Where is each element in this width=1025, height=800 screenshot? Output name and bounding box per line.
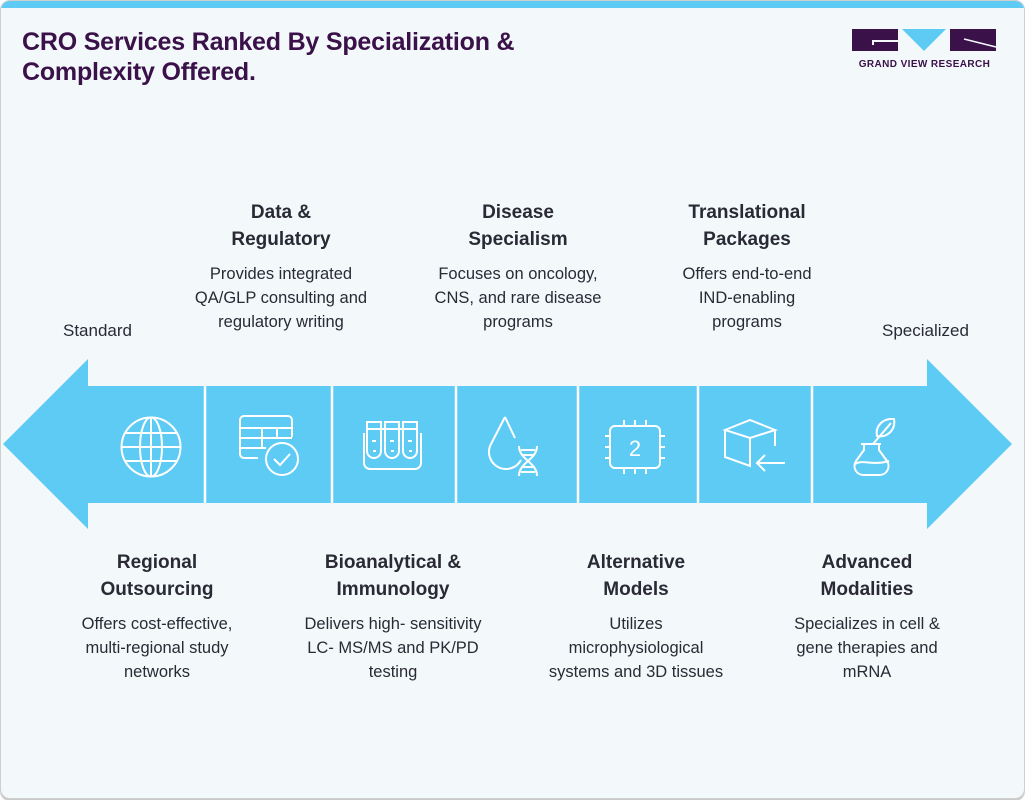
test-tubes-icon <box>363 421 422 470</box>
table-check-icon <box>239 415 299 476</box>
title-line-2: Complexity Offered. <box>22 58 256 86</box>
flask-leaf-icon <box>853 418 896 476</box>
logo-text: GRAND VIEW RESEARCH <box>858 59 991 70</box>
segment-title: Alternative Models <box>586 552 686 600</box>
page-title: CRO Services Ranked By Specialization & … <box>22 27 662 87</box>
grand-view-research-logo: GRAND VIEW RESEARCH <box>852 29 997 73</box>
scale-right-label: Specialized <box>882 321 969 340</box>
gvr-logo-icon <box>852 29 997 51</box>
segment-title: Bioanalytical & Immunology <box>324 552 462 600</box>
cube-arrow-icon <box>723 419 785 472</box>
segment-dividers <box>203 386 814 503</box>
segment-alternative-models: Alternative Models Utilizes microphysiolog… <box>521 549 751 684</box>
segment-regional-outsourcing: Regional Outsourcing Offers cost-effectiv… <box>42 549 272 684</box>
segment-description: Provides integrated QA/GLP consulting and… <box>194 265 368 331</box>
segment-description: Offers end-to-end IND-enabling programs <box>682 265 812 331</box>
segment-description: Utilizes microphysiological systems and 3D… <box>548 615 724 681</box>
title-line-1: CRO Services Ranked By Specialization & <box>22 28 515 56</box>
chip-label: 2 <box>629 436 641 461</box>
globe-icon <box>120 416 182 478</box>
segment-disease-specialism: Disease Specialism Focuses on oncology, CN… <box>403 199 633 334</box>
segment-translational-packages: Translational Packages Offers end-to-end I… <box>632 199 862 334</box>
segment-description: Specializes in cell & gene therapies and m… <box>794 615 940 681</box>
segment-title: Disease Specialism <box>468 202 568 250</box>
top-accent-bar <box>1 1 1024 8</box>
segment-description: Focuses on oncology, CNS, and rare diseas… <box>434 265 602 331</box>
segment-title: Data & Regulatory <box>231 202 331 250</box>
scale-left-label: Standard <box>63 321 132 340</box>
segment-title: Translational Packages <box>688 202 806 250</box>
segment-description: Offers cost-effective, multi-regional stu… <box>81 615 233 681</box>
chip-icon: 2 <box>605 420 665 474</box>
segment-description: Delivers high- sensitivity LC- MS/MS and … <box>304 615 482 681</box>
segment-title: Advanced Modalities <box>820 552 914 600</box>
segment-bioanalytical-immunology: Bioanalytical & Immunology Delivers high-… <box>278 549 508 684</box>
segment-title: Regional Outsourcing <box>100 552 214 600</box>
segment-advanced-modalities: Advanced Modalities Specializes in cell &… <box>752 549 982 684</box>
drop-dna-icon <box>488 416 538 477</box>
segment-data-regulatory: Data & Regulatory Provides integrated QA/G… <box>166 199 396 334</box>
